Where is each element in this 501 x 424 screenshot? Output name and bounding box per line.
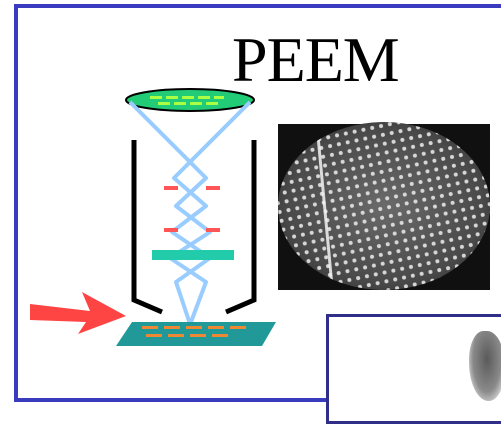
inset-particle: [469, 331, 501, 401]
lens-markers: [164, 186, 220, 232]
sample-plate: [116, 322, 276, 346]
contrast-aperture: [152, 250, 234, 260]
screen-pattern: [150, 96, 224, 105]
arrow-right-icon: [30, 292, 126, 334]
page-title: PEEM: [232, 24, 400, 95]
column-walls: [131, 140, 257, 315]
electron-beams: [128, 100, 252, 331]
peem-schematic: [30, 88, 490, 346]
fluorescent-screen: [125, 88, 255, 112]
electron-micrograph-image: [278, 122, 490, 290]
slide-frame: [14, 4, 501, 402]
micrograph-inset-image: [326, 314, 501, 424]
